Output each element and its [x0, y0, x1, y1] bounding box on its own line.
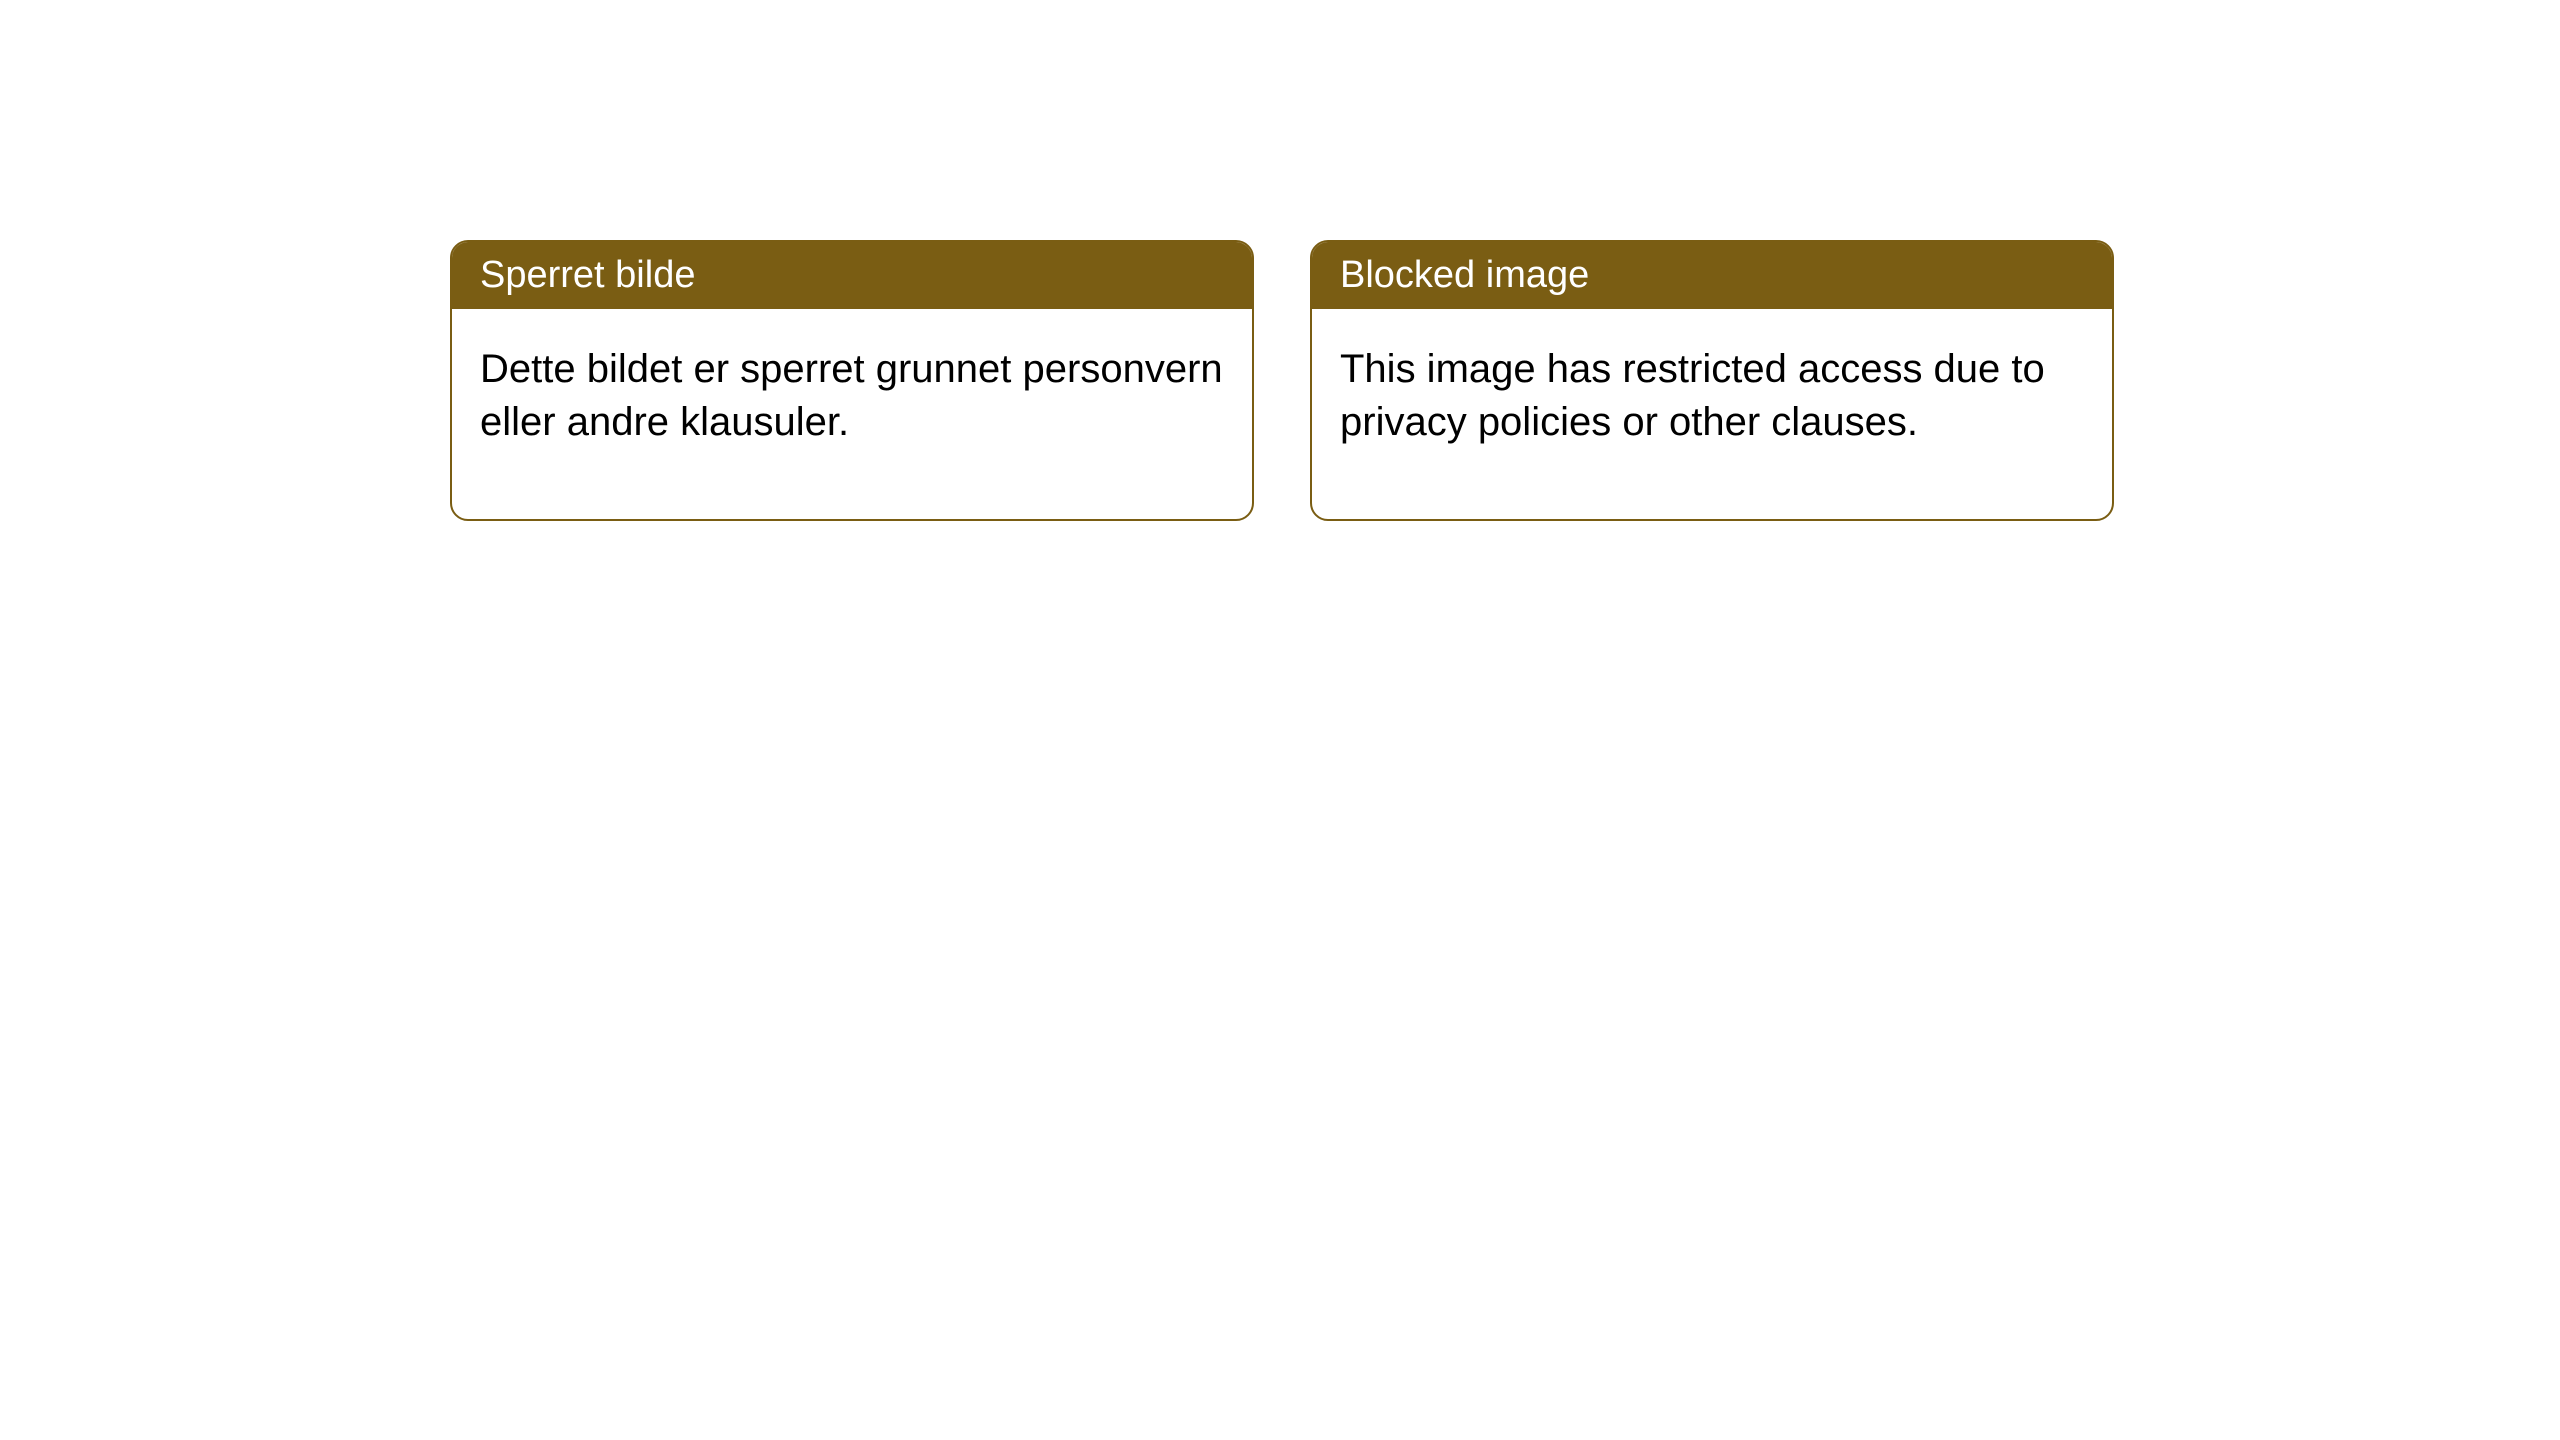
card-header-text: Blocked image	[1340, 254, 1589, 296]
card-body-text: Dette bildet er sperret grunnet personve…	[480, 347, 1223, 444]
notice-card-norwegian: Sperret bilde Dette bildet er sperret gr…	[450, 240, 1254, 521]
card-header: Blocked image	[1312, 242, 2112, 309]
card-body-text: This image has restricted access due to …	[1340, 347, 2045, 444]
notice-card-english: Blocked image This image has restricted …	[1310, 240, 2114, 521]
card-header-text: Sperret bilde	[480, 254, 695, 296]
card-header: Sperret bilde	[452, 242, 1252, 309]
notice-cards-container: Sperret bilde Dette bildet er sperret gr…	[450, 240, 2114, 521]
card-body: Dette bildet er sperret grunnet personve…	[452, 309, 1252, 519]
card-body: This image has restricted access due to …	[1312, 309, 2112, 519]
